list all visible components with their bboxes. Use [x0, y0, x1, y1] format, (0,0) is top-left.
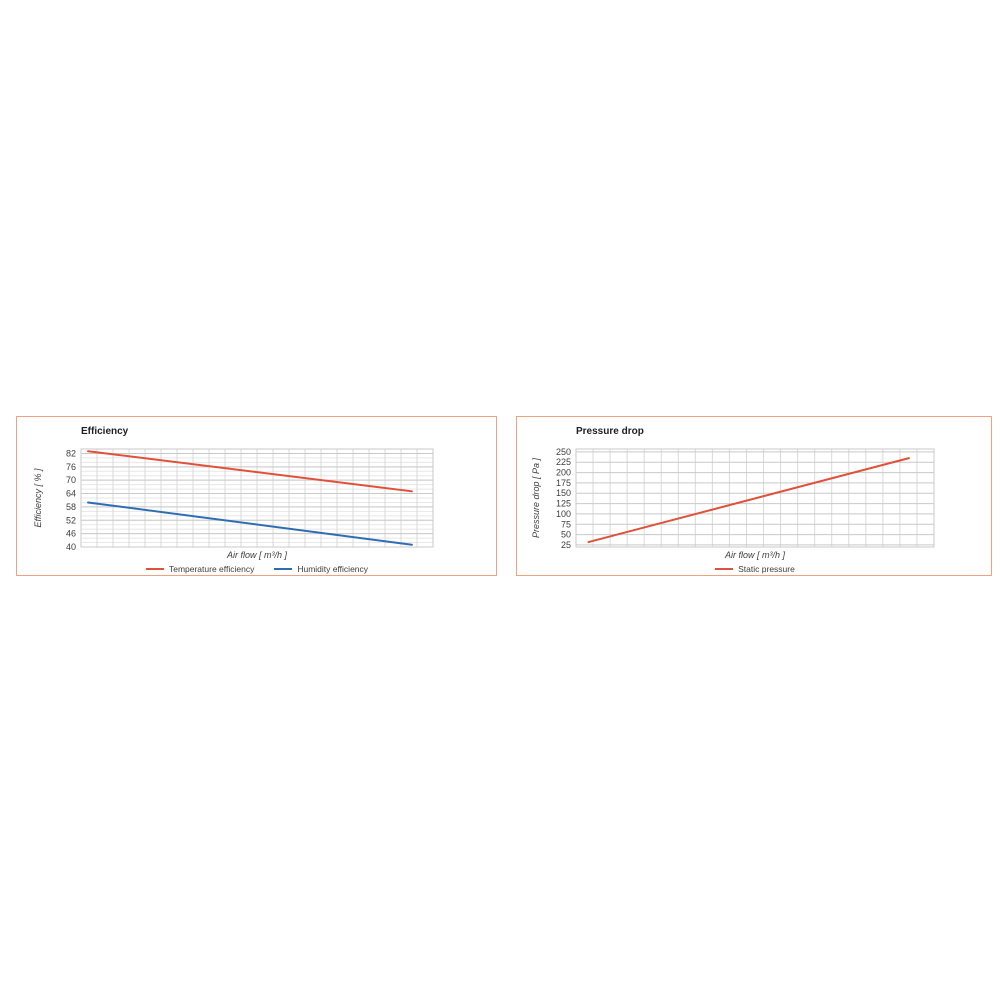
- chart-title-pressure-drop: Pressure drop: [576, 426, 644, 437]
- y-tick-label: 46: [66, 529, 76, 539]
- y-tick-label: 225: [556, 457, 571, 467]
- y-tick-label: 76: [66, 462, 76, 472]
- legend-label: Static pressure: [738, 564, 795, 574]
- legend-item: Humidity efficiency: [274, 564, 368, 574]
- legend-label: Temperature efficiency: [168, 564, 255, 574]
- legend-item: Static pressure: [715, 564, 795, 574]
- y-tick-label: 150: [556, 488, 571, 498]
- series-line-temperature-efficiency: [87, 450, 413, 493]
- y-tick-label: 75: [561, 519, 571, 529]
- y-tick-label: 100: [556, 509, 571, 519]
- y-tick-label: 58: [66, 502, 76, 512]
- y-axis-label-pressure-drop: Pressure drop [ Pa ]: [531, 457, 541, 539]
- y-axis-label-efficiency: Efficiency [ % ]: [33, 468, 43, 528]
- series-line-humidity-efficiency: [87, 501, 413, 546]
- y-tick-label: 40: [66, 542, 76, 552]
- efficiency-plot-area: 82 76 70 64 58 52 46 40: [66, 448, 434, 552]
- y-tick-label: 64: [66, 489, 76, 499]
- plot-border: [575, 448, 935, 548]
- y-tick-label: 175: [556, 478, 571, 488]
- y-tick-label: 52: [66, 515, 76, 525]
- series-line-static-pressure: [587, 457, 910, 544]
- y-tick-label: 200: [556, 468, 571, 478]
- chart-title-efficiency: Efficiency: [81, 426, 129, 437]
- y-tick-label: 125: [556, 499, 571, 509]
- y-tick-label: 70: [66, 475, 76, 485]
- legend-label: Humidity efficiency: [297, 564, 369, 574]
- y-tick-label: 82: [66, 448, 76, 458]
- legend-item: Temperature efficiency: [145, 564, 255, 574]
- legend-marker-line: [274, 568, 293, 570]
- legend-marker-line: [715, 568, 734, 570]
- plot-border: [80, 448, 434, 548]
- y-tick-label: 250: [556, 447, 571, 457]
- pressure-drop-legend: Static pressure: [576, 564, 934, 574]
- y-tick-label: 25: [561, 540, 571, 550]
- pressure-drop-chart-panel: Pressure drop Pressure drop [ Pa ] 250 22…: [516, 416, 992, 576]
- efficiency-legend: Temperature efficiency Humidity efficienc…: [81, 564, 433, 574]
- efficiency-chart-panel: Efficiency Efficiency [ % ] 82 76 70 64 58 52…: [16, 416, 497, 576]
- legend-marker-line: [145, 568, 164, 570]
- y-tick-label: 50: [561, 530, 571, 540]
- x-axis-label-airflow: Air flow [ m³/h ]: [724, 550, 785, 560]
- x-axis-label-airflow: Air flow [ m³/h ]: [226, 550, 287, 560]
